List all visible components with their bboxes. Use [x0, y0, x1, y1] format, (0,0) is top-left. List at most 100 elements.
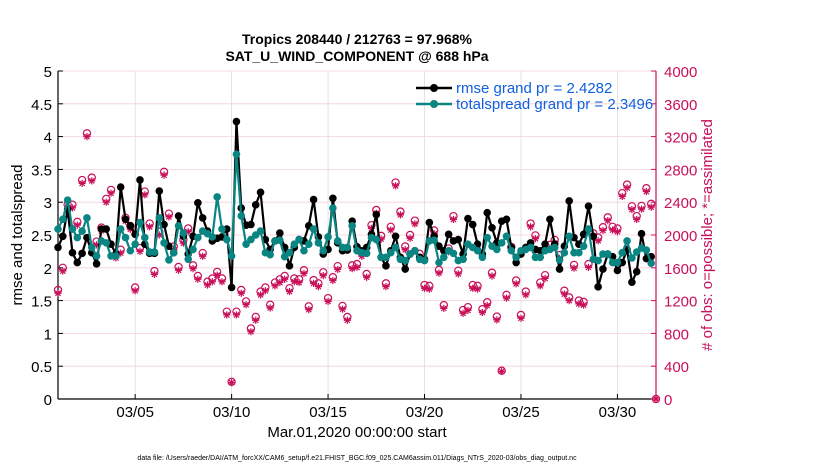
rmse-point	[174, 212, 183, 220]
totalspread-point	[242, 240, 250, 248]
right-y-tick-label: 2000	[664, 228, 697, 245]
rmse-point	[247, 220, 255, 229]
x-tick-label: 03/15	[309, 404, 347, 421]
totalspread-point	[208, 233, 217, 241]
totalspread-point	[430, 236, 438, 245]
left-y-tick-label: 4	[44, 130, 52, 147]
obs-assimilated-marker	[199, 252, 207, 260]
totalspread-point	[73, 233, 82, 242]
totalspread-point	[102, 239, 111, 247]
totalspread-point	[324, 233, 332, 241]
obs-assimilated-marker	[117, 249, 125, 257]
totalspread-point	[594, 256, 602, 265]
obs-assimilated-marker	[527, 223, 535, 231]
left-y-tick-label: 5	[44, 64, 52, 81]
totalspread-point	[160, 239, 168, 247]
obs-assimilated-marker	[502, 294, 511, 302]
obs-assimilated-marker	[363, 273, 371, 281]
rmse-point	[78, 249, 86, 258]
x-tick-label: 03/05	[116, 404, 154, 421]
rmse-point	[155, 187, 164, 195]
totalspread-point	[54, 225, 62, 233]
rmse-point	[92, 260, 101, 268]
obs-assimilated-marker	[189, 265, 197, 273]
legend-label-rmse: rmse grand pr = 2.4282	[456, 80, 612, 97]
rmse-point	[126, 222, 135, 230]
obs-assimilated-marker	[406, 234, 414, 242]
obs-assimilated-marker	[146, 223, 154, 231]
rmse-point	[276, 229, 284, 237]
obs-assimilated-marker	[102, 198, 110, 206]
rmse-point	[285, 262, 294, 270]
right-y-tick-label: 3200	[664, 130, 697, 147]
rmse-point	[329, 194, 337, 203]
totalspread-point	[179, 229, 188, 237]
obs-assimilated-marker	[584, 263, 593, 271]
obs-assimilated-marker	[266, 304, 274, 312]
totalspread-point	[555, 256, 564, 264]
rmse-point	[599, 265, 607, 273]
left-y-tick-label: 0.5	[31, 359, 52, 376]
totalspread-point	[613, 258, 622, 267]
obs-assimilated-marker	[179, 239, 187, 247]
obs-assimilated-marker	[276, 278, 284, 287]
legend-entry-rmse: rmse grand pr = 2.4282	[416, 80, 612, 97]
rmse-point	[613, 266, 622, 275]
obs-assimilated-marker	[256, 291, 265, 299]
totalspread-point	[68, 225, 77, 233]
obs-assimilated-marker	[512, 280, 520, 288]
totalspread-point	[194, 233, 202, 242]
obs-assimilated-marker	[613, 228, 622, 236]
obs-assimilated-marker	[174, 266, 183, 274]
chart-title-line-1: Tropics 208440 / 212763 = 97.968%	[242, 31, 473, 47]
totalspread-point	[155, 214, 164, 222]
obs-assimilated-marker	[411, 220, 419, 228]
totalspread-point	[440, 253, 448, 262]
obs-assimilated-marker	[228, 379, 236, 387]
obs-assimilated-marker	[88, 177, 96, 185]
left-y-tick-label: 2	[44, 261, 52, 278]
obs-assimilated-marker	[387, 226, 395, 234]
obs-assimilated-marker	[285, 287, 294, 296]
obs-assimilated-marker	[560, 290, 568, 298]
rmse-point	[637, 229, 646, 238]
obs-assimilated-marker	[54, 289, 62, 297]
obs-assimilated-marker	[78, 179, 86, 187]
totalspread-point	[285, 248, 294, 257]
totalspread-point	[232, 150, 241, 159]
rmse-point	[59, 232, 67, 241]
totalspread-point	[174, 222, 183, 230]
obs-assimilated-marker	[73, 221, 81, 229]
obs-assimilated-marker	[324, 297, 332, 306]
obs-assimilated-marker	[237, 289, 245, 297]
totalspread-point	[141, 233, 149, 242]
totalspread-point	[213, 193, 221, 201]
totalspread-point	[280, 252, 289, 261]
totalspread-point	[642, 246, 651, 254]
obs-assimilated-marker	[261, 287, 269, 295]
obs-assimilated-marker	[218, 278, 226, 286]
obs-assimilated-marker	[232, 311, 241, 319]
totalspread-point	[300, 246, 308, 255]
totalspread-point	[483, 233, 492, 242]
totalspread-point	[575, 248, 583, 257]
obs-assimilated-marker	[155, 231, 163, 239]
obs-assimilated-marker	[271, 282, 279, 290]
obs-assimilated-marker	[391, 182, 400, 190]
y-axis-label-left: rmse and totalspread	[9, 165, 26, 306]
obs-assimilated-marker	[83, 133, 91, 141]
totalspread-point	[618, 248, 627, 257]
obs-assimilated-marker	[604, 217, 612, 225]
rmse-point	[309, 195, 318, 204]
totalspread-point	[87, 243, 96, 252]
left-y-tick-label: 0	[44, 392, 52, 409]
right-y-tick-label: 800	[664, 326, 689, 343]
right-y-tick-label: 0	[664, 392, 672, 409]
totalspread-point	[247, 235, 255, 244]
obs-assimilated-marker	[536, 282, 544, 290]
totalspread-point	[165, 256, 173, 264]
totalspread-point	[526, 243, 535, 252]
totalspread-point	[227, 252, 236, 260]
obs-assimilated-marker	[541, 274, 549, 283]
rmse-point	[628, 278, 636, 287]
